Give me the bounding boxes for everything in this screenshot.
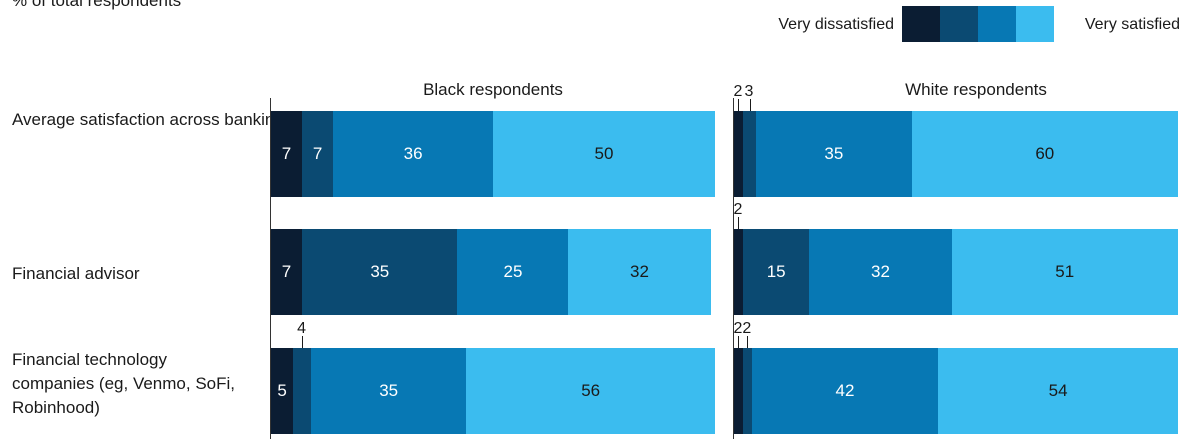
bar-segment (271, 111, 303, 197)
chart-subtitle: % of total respondents (12, 0, 182, 10)
bar-value-label: 50 (594, 144, 614, 163)
bar-segment (271, 348, 294, 434)
bar-value-label: 35 (824, 144, 844, 163)
bar-value-label: 60 (1035, 144, 1055, 163)
bar-value-callout: 2 (733, 201, 743, 218)
bar-value-label: 32 (871, 262, 890, 281)
bar-segment (951, 229, 1178, 315)
bar-segment (742, 229, 810, 315)
bar-segment (809, 229, 952, 315)
bar-segment (911, 111, 1178, 197)
bar-segment (734, 229, 743, 315)
bar-segment (742, 111, 757, 197)
panel-title-white: White respondents (905, 80, 1047, 99)
bar-segment (302, 229, 458, 315)
bar-segment (302, 111, 334, 197)
bar-segment (756, 111, 912, 197)
legend-label-low: Very dissatisfied (778, 16, 894, 33)
legend-swatch-4 (1016, 6, 1054, 42)
bar-value-label: 35 (370, 262, 390, 281)
bar-segment (938, 348, 1178, 434)
bar-segment (271, 229, 303, 315)
bar-value-callout: 3 (744, 83, 754, 100)
bar-value-label: 36 (403, 144, 423, 163)
bar-value-label: 25 (503, 262, 523, 281)
legend-swatch-3 (978, 6, 1016, 42)
callout-leader-line (749, 99, 751, 111)
callout-leader-line (747, 336, 749, 348)
bar-value-label: 32 (630, 262, 649, 281)
legend-label-high: Very satisfied (1084, 16, 1180, 33)
axis-line-white (733, 98, 734, 439)
legend: Very dissatisfied Very satisfied (0, 6, 1192, 42)
callout-leader-line (302, 336, 304, 348)
bar-segment (751, 348, 939, 434)
bar-value-callout: 4 (297, 320, 306, 337)
bar-value-label: 51 (1055, 262, 1075, 281)
bar-segment (734, 111, 743, 197)
row-label-3: Financial technology companies (eg, Venm… (12, 350, 236, 417)
bar-segment (734, 348, 743, 434)
bar-segment (466, 348, 715, 434)
bar-value-label: 7 (312, 144, 323, 163)
bar-segment (493, 111, 715, 197)
bar-value-callout: 2 (733, 83, 743, 100)
bar-value-callout: 2 (742, 320, 752, 337)
bar-value-label: 7 (281, 144, 292, 163)
bar-segment (457, 229, 569, 315)
row-label-2: Financial advisor (12, 264, 140, 283)
axis-line-black (270, 98, 271, 439)
bar-value-label: 7 (281, 262, 292, 281)
bar-segment (333, 111, 493, 197)
callout-leader-line (738, 217, 740, 229)
callout-leader-line (738, 99, 740, 111)
bar-segment (293, 348, 311, 434)
bar-value-label: 54 (1048, 381, 1068, 400)
bar-value-label: 15 (766, 262, 786, 281)
bar-value-callout: 2 (733, 320, 743, 337)
bar-value-label: 56 (581, 381, 601, 400)
bar-segment (568, 229, 711, 315)
legend-swatch-2 (940, 6, 978, 42)
bar-segment (310, 348, 467, 434)
bar-value-label: 5 (277, 381, 287, 400)
panel-title-black: Black respondents (423, 80, 563, 99)
bar-value-label: 42 (835, 381, 855, 400)
bar-segment (742, 348, 752, 434)
bar-value-label: 35 (379, 381, 399, 400)
callout-leader-line (738, 336, 740, 348)
legend-swatch-1 (902, 6, 940, 42)
